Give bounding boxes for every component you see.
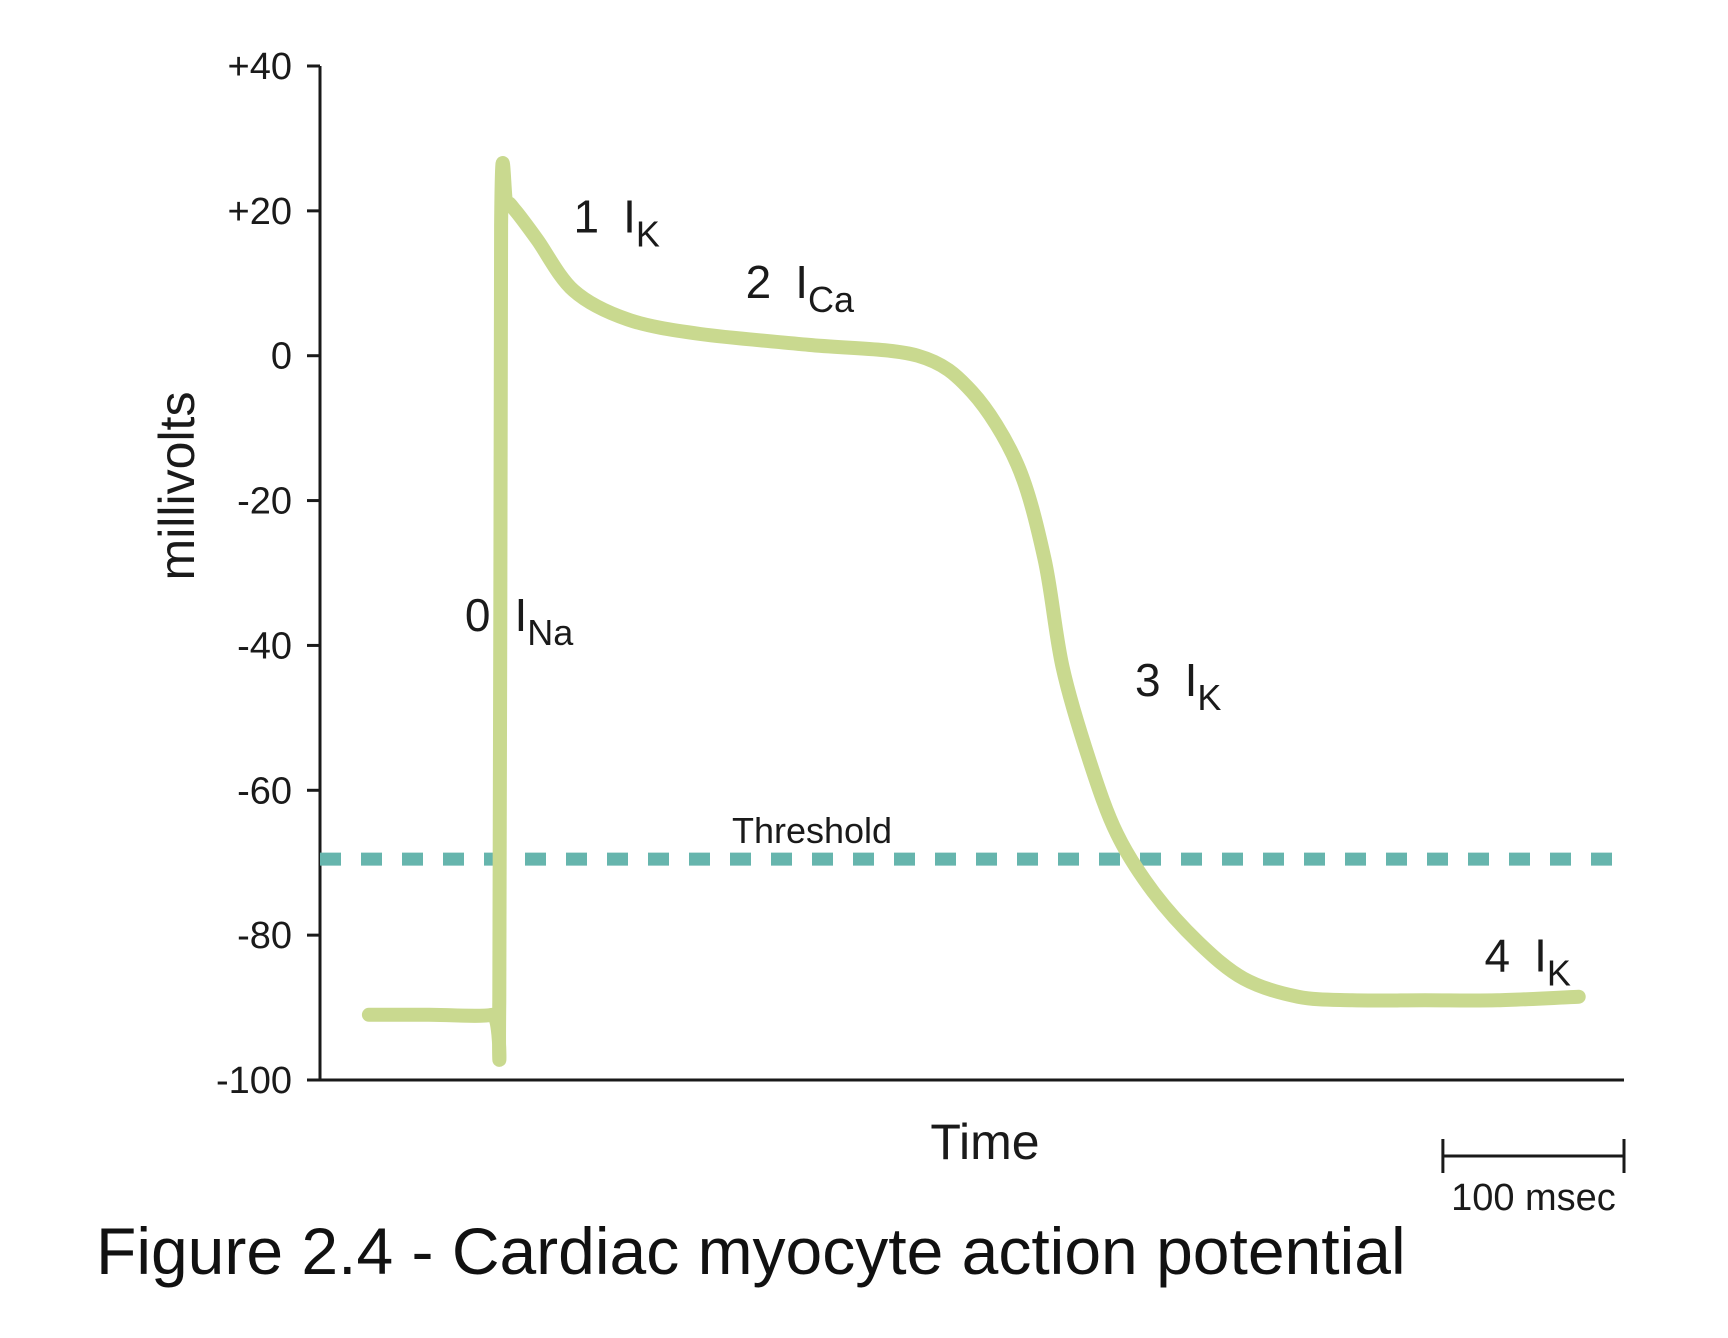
action-potential-trace-group [361,156,1586,1067]
y-tick-label: -80 [237,915,292,957]
phase-3-label: 3 IK [1135,654,1221,718]
y-tick-label: -40 [237,625,292,667]
x-axis-title: Time [930,1114,1039,1170]
y-tick-label: -60 [237,770,292,812]
phase-labels: 0 INa 1 IK 2 ICa 3 IK 4 IK [465,191,1571,994]
time-scale-bar: 100 msec [1441,1139,1626,1219]
action-potential-line [361,156,1586,1067]
phase-0-label: 0 INa [465,589,574,653]
phase-2-label: 2 ICa [746,256,855,320]
figure-caption: Figure 2.4 - Cardiac myocyte action pote… [96,1214,1406,1288]
y-tick-label: -20 [237,481,292,523]
phase-4-label: 4 IK [1485,929,1571,993]
y-tick-label: +40 [228,46,292,88]
y-tick-label: -100 [216,1060,292,1102]
y-tick-label: +20 [228,191,292,233]
phase-1-label: 1 IK [574,191,660,255]
y-axis: +40 +20 0 -20 -40 -60 -80 -100 [216,46,322,1102]
y-axis-title: millivolts [149,392,205,581]
scale-bar-label: 100 msec [1451,1177,1616,1219]
threshold-label: Threshold [732,810,892,851]
y-tick-label: 0 [271,336,292,378]
threshold-line-group: Threshold [320,810,1624,866]
